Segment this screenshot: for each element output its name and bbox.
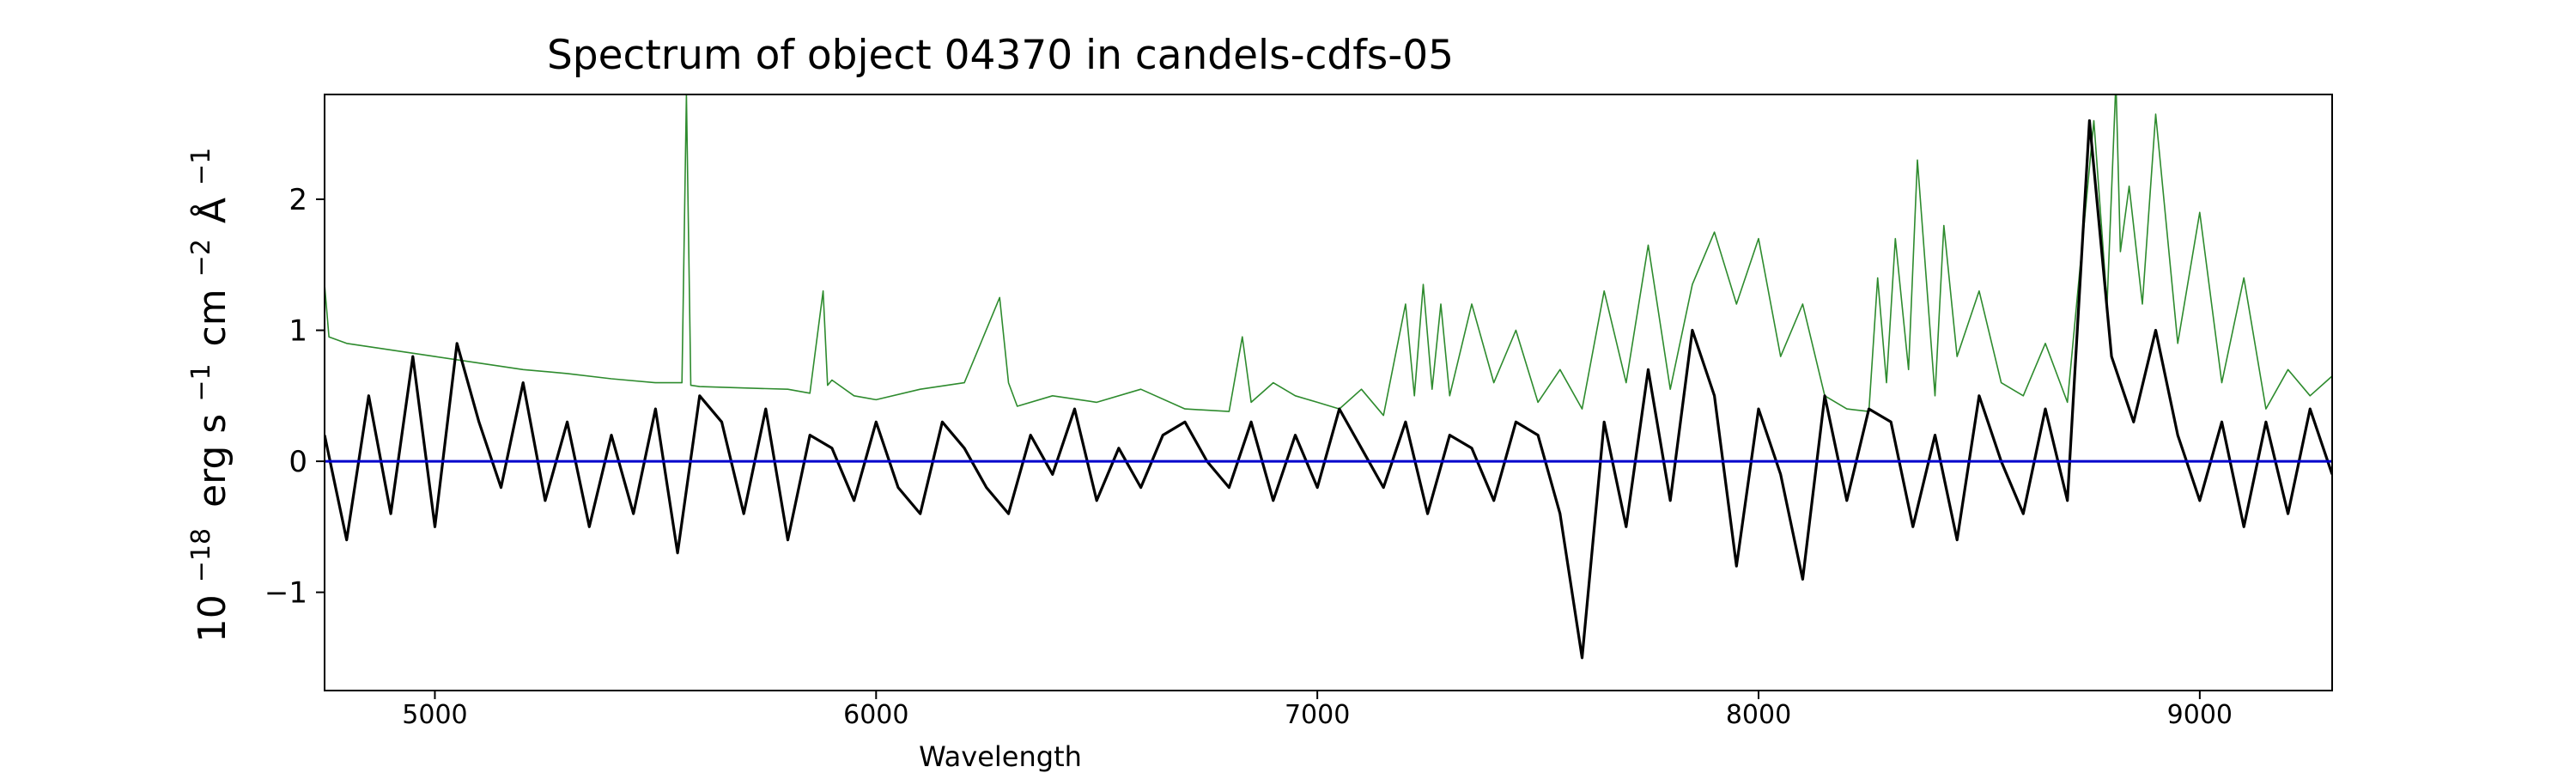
y-label-erg: erg s (191, 414, 234, 508)
series-line-flux (325, 119, 2332, 660)
y-tick-label: 2 (289, 183, 307, 217)
y-label-exp1: −18 (186, 528, 216, 582)
chart-title: Spectrum of object 04370 in candels-cdfs… (547, 32, 1454, 79)
x-tick-label: 8000 (1726, 700, 1791, 730)
y-label-base: 10 (191, 594, 234, 642)
y-axis: −1 0 1 2 (264, 183, 325, 611)
series-layer (325, 94, 2332, 660)
x-tick-label: 6000 (843, 700, 908, 730)
y-tick-label: −1 (264, 576, 307, 611)
x-tick-label: 9000 (2167, 700, 2233, 730)
y-label-cm: cm (191, 289, 234, 346)
y-label-exp4: −1 (186, 148, 216, 186)
plot-frame (324, 94, 2333, 691)
y-tick-label: 0 (289, 445, 307, 479)
x-axis: 5000 6000 7000 8000 9000 (402, 691, 2233, 730)
y-axis-label: 10 −18 erg s −1 cm −2 Å −1 (175, 148, 234, 642)
x-tick-label: 5000 (402, 700, 467, 730)
x-axis-label: Wavelength (919, 740, 1082, 773)
y-tick-label: 1 (289, 314, 307, 349)
y-label-exp2: −1 (186, 363, 216, 401)
series-line-noise (325, 94, 2332, 417)
x-tick-label: 7000 (1285, 700, 1350, 730)
y-label-exp3: −2 (186, 239, 216, 277)
y-label-ang: Å (189, 198, 234, 223)
